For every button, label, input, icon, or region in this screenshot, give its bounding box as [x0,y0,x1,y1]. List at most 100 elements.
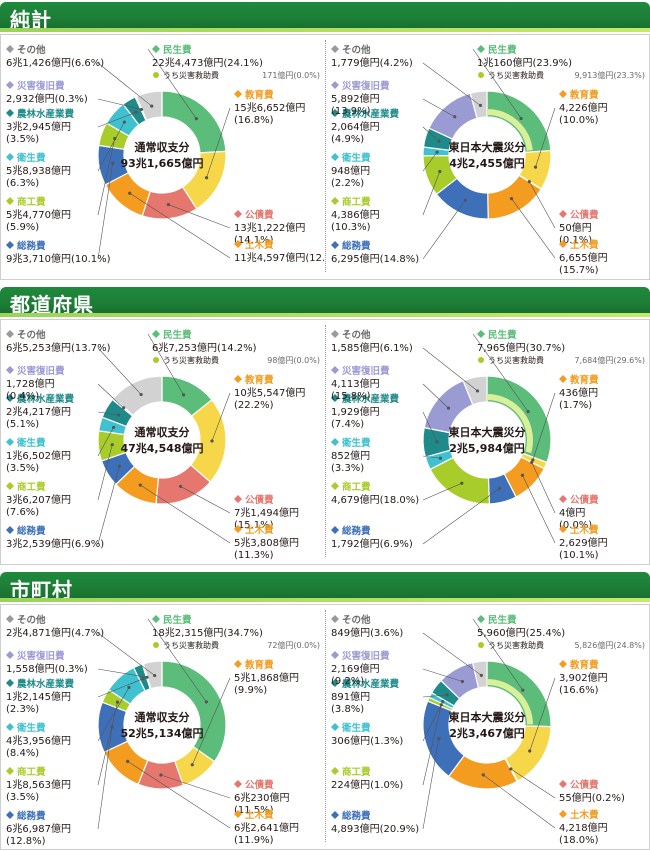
leader-dot [141,677,145,681]
series-name: 総務費 [342,810,371,822]
legend-diamond-icon [234,495,242,503]
legend-diamond-icon [6,526,14,534]
series-value-label: 7,965億円(30.7%) [477,341,565,354]
legend-diamond-icon [331,651,339,659]
series-name: 民生費 [488,44,517,56]
series-name: 商工費 [17,481,46,493]
series-value-label: 4兆3,956億円 [6,734,71,747]
series-value-label: 2,629億円 [559,536,608,549]
legend-diamond-icon [477,45,485,53]
legend-diamond-icon [331,45,339,53]
section-header: 市町村 [0,572,650,602]
series-value-label: 7,684億円(29.6%) [574,355,645,365]
series-value-label: (0.4%) [6,391,39,402]
series-value-label: (7.4%) [331,419,364,430]
legend-diamond-icon [6,438,14,446]
leader-dot [438,456,443,460]
series-name: 土木費 [570,239,599,251]
legend-diamond-icon [559,780,567,788]
leader-dot [453,115,457,119]
series-value-label: 4,893億円(20.9%) [331,822,419,835]
legend-diamond-icon [6,651,14,659]
series-name: 災害復旧費 [16,80,65,92]
legend-diamond-icon [331,81,339,89]
series-value-label: 1兆6,502億円 [6,449,71,462]
legend-diamond-icon [6,241,14,249]
legend-diamond-icon [6,197,14,205]
leader-dot [113,136,117,141]
series-name: 教育費 [569,374,599,386]
series-name: 公債費 [570,779,599,791]
series-name: 災害復旧費 [16,365,65,377]
leader-dot [531,458,535,462]
series-value-label: 1,728億円 [6,377,55,390]
leader-dot [159,773,163,777]
legend-dot-icon [478,357,484,363]
leader-line [97,138,116,216]
series-name: 衛生費 [16,437,46,449]
leader-line [535,107,556,168]
leader-line [422,694,448,698]
leader-line [472,618,524,691]
leader-line [97,466,120,545]
series-value-label: (10.3%) [331,222,371,233]
leader-dot [479,673,483,677]
leader-dot [533,165,538,169]
series-name: うち災害救助費 [488,70,544,80]
series-name: うち災害救助費 [163,355,219,365]
leader-line [483,774,556,829]
series-name: 教育費 [244,89,274,101]
legend-diamond-icon [6,723,14,731]
leader-line [97,347,142,395]
leader-dot [204,700,208,704]
leader-dot [127,685,131,690]
leader-line [191,677,231,765]
legend-diamond-icon [559,810,567,818]
leader-line [472,333,529,412]
series-name: 総務費 [342,240,371,252]
donut-slice-sonota [135,90,163,122]
leader-line [180,486,231,514]
series-value-label: (11.3%) [234,550,274,561]
legend-diamond-icon [331,153,339,161]
leader-line [422,701,444,742]
donut-hole [450,688,524,762]
series-name: 公債費 [245,209,274,221]
leader-dot [519,116,523,121]
legend-diamond-icon [559,660,567,668]
series-value-label: 6兆2,641億円 [234,821,299,834]
series-name: その他 [342,44,371,56]
series-value-label: 13兆1,222億円 [234,221,305,234]
leader-line [97,632,155,676]
series-value-label: 4,113億円 [331,377,380,390]
series-value-label: 3兆2,945億円 [6,120,71,133]
donut-center-total: 2兆3,467億円 [449,726,524,740]
series-value-label: 3,902億円 [559,671,608,684]
leader-dot [520,473,525,477]
leader-line [127,761,231,829]
series-name: 総務費 [17,240,46,252]
series-name: その他 [17,44,46,56]
leader-line [97,678,144,698]
series-name: 災害復旧費 [341,80,390,92]
leader-dot [139,107,144,112]
legend-diamond-icon [331,197,339,205]
series-value-label: (16.8%) [234,115,274,126]
series-value-label: (8.4%) [6,748,39,759]
